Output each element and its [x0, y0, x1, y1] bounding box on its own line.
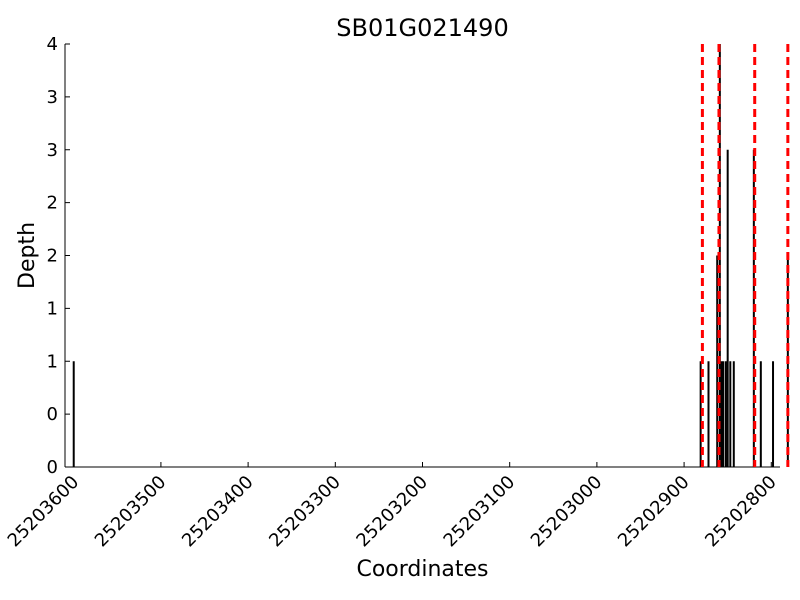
plot-area: 0 0 1 1 2 2 3 3 4 25203600 25203500 25203400 2520330…: [4, 34, 790, 552]
x-tick-label: 25203500: [91, 472, 171, 552]
y-tick-label: 4: [47, 34, 58, 55]
x-tick-label: 25203600: [4, 472, 84, 552]
x-tick-label: 25203100: [440, 472, 520, 552]
x-tick-label: 25203000: [527, 472, 607, 552]
x-tick-label: 25203400: [178, 472, 258, 552]
y-tick-label: 1: [47, 298, 58, 319]
y-tick-label: 0: [47, 457, 58, 478]
y-axis-label: Depth: [15, 222, 40, 289]
x-tick-label: 25203300: [265, 472, 345, 552]
y-tick-label: 3: [47, 87, 58, 108]
y-tick-label: 0: [47, 404, 58, 425]
y-tick-label: 1: [47, 351, 58, 372]
x-tick-label: 25202800: [701, 472, 781, 552]
x-axis-label: Coordinates: [356, 557, 488, 582]
chart-title: SB01G021490: [336, 14, 508, 42]
x-tick-label: 25202900: [614, 472, 694, 552]
y-tick-label: 3: [47, 140, 58, 161]
x-tick-label: 25203200: [352, 472, 432, 552]
y-tick-label: 2: [47, 246, 58, 267]
y-tick-label: 2: [47, 193, 58, 214]
